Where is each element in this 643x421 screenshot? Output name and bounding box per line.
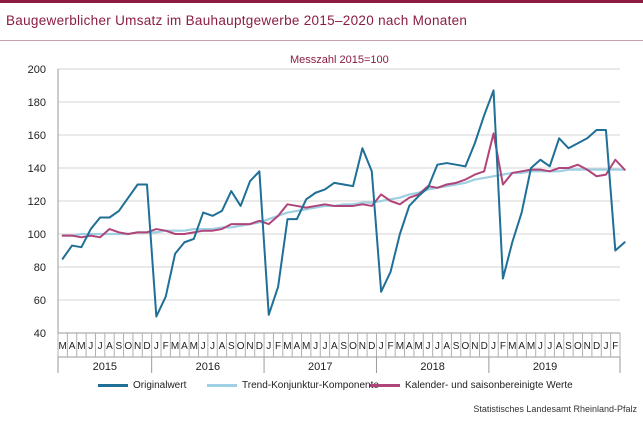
x-month-label: M — [302, 341, 310, 352]
x-month-label: O — [462, 341, 470, 352]
x-month-label: J — [210, 341, 215, 352]
x-month-label: A — [556, 341, 563, 352]
x-month-label: J — [547, 341, 552, 352]
x-month-label: M — [77, 341, 85, 352]
x-month-label: M — [190, 341, 198, 352]
x-month-label: N — [134, 341, 141, 352]
x-month-label: J — [425, 341, 430, 352]
x-month-label: F — [275, 341, 281, 352]
x-year-label: 2016 — [196, 361, 220, 373]
x-month-label: O — [124, 341, 132, 352]
x-month-label: J — [154, 341, 159, 352]
x-month-label: O — [349, 341, 357, 352]
y-tick-label: 160 — [28, 130, 46, 142]
y-tick-label: 100 — [28, 229, 46, 241]
legend: Originalwert Trend-Konjunktur-Komponente K… — [0, 380, 643, 396]
series-line-trend — [61, 168, 626, 237]
x-year-label: 2017 — [308, 361, 332, 373]
x-month-label: A — [106, 341, 113, 352]
y-tick-label: 200 — [28, 64, 46, 76]
x-month-label: N — [471, 341, 478, 352]
legend-item: Originalwert — [98, 380, 186, 391]
x-month-label: O — [574, 341, 582, 352]
x-month-label: J — [322, 341, 327, 352]
y-tick-label: 140 — [28, 163, 46, 175]
x-month-label: A — [181, 341, 188, 352]
y-axis: 40 60 80 100 120 140 160 180 200 — [28, 64, 46, 340]
x-month-label: J — [603, 341, 608, 352]
x-month-label: M — [59, 341, 67, 352]
x-month-label: M — [414, 341, 422, 352]
legend-label: Originalwert — [133, 380, 187, 391]
chart-title: Baugewerblicher Umsatz im Bauhauptgewerb… — [6, 13, 468, 28]
x-month-label: D — [368, 341, 375, 352]
x-month-label: N — [584, 341, 591, 352]
grid-layer — [58, 68, 620, 334]
legend-label: Trend-Konjunktur-Komponente — [242, 380, 379, 391]
series-line-originalwert — [61, 89, 626, 318]
x-month-label: S — [340, 341, 347, 352]
x-month-label: S — [228, 341, 235, 352]
x-year-label: 2019 — [533, 361, 557, 373]
legend-item: Kalender- und saisonbereinigte Werte — [370, 380, 573, 391]
x-year-label: 2018 — [420, 361, 444, 373]
x-month-label: M — [527, 341, 535, 352]
x-month-label: D — [593, 341, 600, 352]
x-month-label: F — [612, 341, 618, 352]
x-month-label: A — [331, 341, 338, 352]
x-month-label: D — [481, 341, 488, 352]
x-month-label: J — [98, 341, 103, 352]
x-month-label: A — [443, 341, 450, 352]
x-month-label: O — [237, 341, 245, 352]
y-tick-label: 180 — [28, 97, 46, 109]
source-note: Statistisches Landesamt Rheinland-Pfalz — [473, 404, 637, 414]
x-month-label: M — [396, 341, 404, 352]
x-month-label: F — [387, 341, 393, 352]
x-month-label: A — [69, 341, 76, 352]
x-month-label: A — [406, 341, 413, 352]
x-month-label: J — [491, 341, 496, 352]
x-month-label: J — [313, 341, 318, 352]
y-tick-label: 80 — [34, 262, 46, 274]
x-month-label: J — [88, 341, 93, 352]
x-month-label: J — [266, 341, 271, 352]
x-year-label: 2015 — [93, 361, 117, 373]
y-tick-label: 40 — [34, 328, 46, 340]
x-month-label: M — [171, 341, 179, 352]
x-month-label: D — [256, 341, 263, 352]
x-month-label: J — [538, 341, 543, 352]
x-month-label: S — [453, 341, 460, 352]
x-month-label: N — [359, 341, 366, 352]
x-month-label: F — [163, 341, 169, 352]
x-month-label: M — [508, 341, 516, 352]
x-month-label: J — [435, 341, 440, 352]
legend-swatch — [207, 384, 237, 387]
legend-item: Trend-Konjunktur-Komponente — [207, 380, 379, 391]
x-month-label: A — [518, 341, 525, 352]
x-month-label: M — [283, 341, 291, 352]
legend-label: Kalender- und saisonbereinigte Werte — [405, 380, 573, 391]
x-month-label: S — [116, 341, 123, 352]
x-month-label: N — [246, 341, 253, 352]
x-month-label: J — [379, 341, 384, 352]
x-month-label: F — [500, 341, 506, 352]
x-month-label: J — [201, 341, 206, 352]
x-month-label: S — [565, 341, 572, 352]
series-layer — [61, 89, 626, 318]
legend-swatch — [370, 384, 400, 387]
chart-subtitle: Messzahl 2015=100 — [290, 54, 389, 66]
legend-swatch — [98, 384, 128, 387]
x-month-label: A — [219, 341, 226, 352]
title-divider — [0, 40, 643, 41]
y-tick-label: 60 — [34, 295, 46, 307]
top-accent-rule — [0, 0, 643, 3]
y-tick-label: 120 — [28, 196, 46, 208]
x-month-label: D — [143, 341, 150, 352]
x-month-label: A — [294, 341, 301, 352]
